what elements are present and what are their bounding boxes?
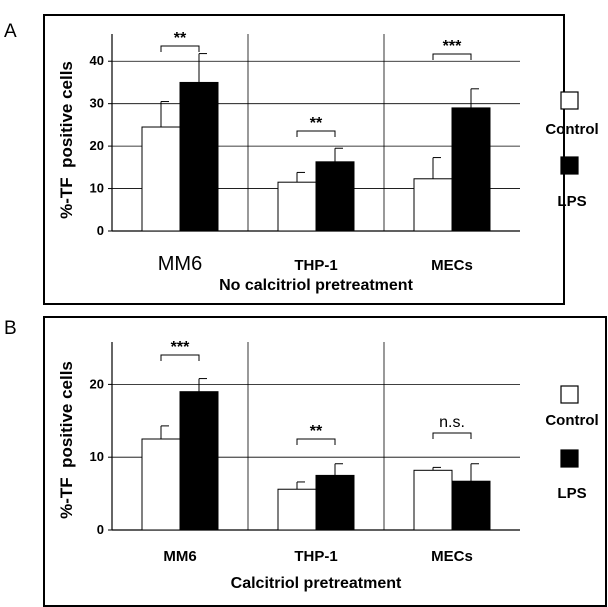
significance-label: ** [174, 30, 187, 47]
y-axis-label: %-TF positive cells [57, 61, 76, 219]
significance-label: n.s. [439, 414, 465, 431]
significance-label: *** [443, 38, 462, 55]
legend: Control LPS [545, 91, 599, 210]
bar-control [277, 181, 317, 232]
category-label: MECs [431, 548, 473, 565]
significance-bracket [160, 45, 200, 52]
panel-A: A 0 10 20 30 40 %-TF positive cells ** MM6 ** THP-… [4, 14, 599, 305]
category-label: MECs [431, 257, 473, 274]
legend-swatch-lps [560, 156, 579, 175]
y-tick-label: 20 [90, 138, 104, 153]
category-label: THP-1 [294, 257, 337, 274]
bar-lps [179, 391, 219, 531]
bar-control [413, 178, 453, 232]
y-tick-label: 10 [90, 449, 104, 464]
panel-frame [43, 316, 607, 607]
significance-label: ** [310, 115, 323, 132]
bar-control [141, 126, 181, 232]
significance-bracket [432, 53, 472, 60]
legend-label-lps: LPS [557, 193, 586, 210]
legend-label-lps: LPS [557, 485, 586, 502]
bar-control [413, 469, 453, 531]
bar-lps [451, 480, 491, 531]
y-tick-label: 0 [97, 522, 104, 537]
y-tick-label: 40 [90, 53, 104, 68]
y-tick-label: 20 [90, 376, 104, 391]
legend-swatch-lps [560, 449, 579, 468]
y-tick-label: 10 [90, 181, 104, 196]
legend-swatch-control [560, 385, 579, 404]
significance-bracket [432, 432, 472, 439]
y-tick-label: 30 [90, 96, 104, 111]
x-axis-label: No calcitriol pretreatment [219, 277, 414, 294]
bar-lps [315, 474, 355, 531]
legend-label-control: Control [545, 412, 598, 429]
category-label: THP-1 [294, 548, 337, 565]
significance-label: ** [310, 423, 323, 440]
significance-bracket [160, 354, 200, 361]
significance-bracket [296, 438, 336, 445]
bar-lps [315, 161, 355, 232]
bar-lps [451, 107, 491, 232]
panel-B: B 0 10 20 %-TF positive cells *** MM6 ** THP-1 n.… [4, 316, 607, 607]
category-label: MM6 [163, 548, 196, 565]
legend: Control LPS [545, 385, 599, 502]
category-label: MM6 [158, 253, 202, 275]
bar-control [277, 488, 317, 531]
y-axis-label: %-TF positive cells [57, 361, 76, 519]
x-axis-label: Calcitriol pretreatment [231, 575, 402, 592]
y-tick-label: 0 [97, 223, 104, 238]
panel-letter: B [4, 318, 17, 339]
panel-letter: A [4, 21, 17, 42]
significance-bracket [296, 130, 336, 137]
bar-control [141, 438, 181, 531]
legend-swatch-control [560, 91, 579, 110]
bar-lps [179, 81, 219, 232]
legend-label-control: Control [545, 121, 598, 138]
significance-label: *** [171, 339, 190, 356]
